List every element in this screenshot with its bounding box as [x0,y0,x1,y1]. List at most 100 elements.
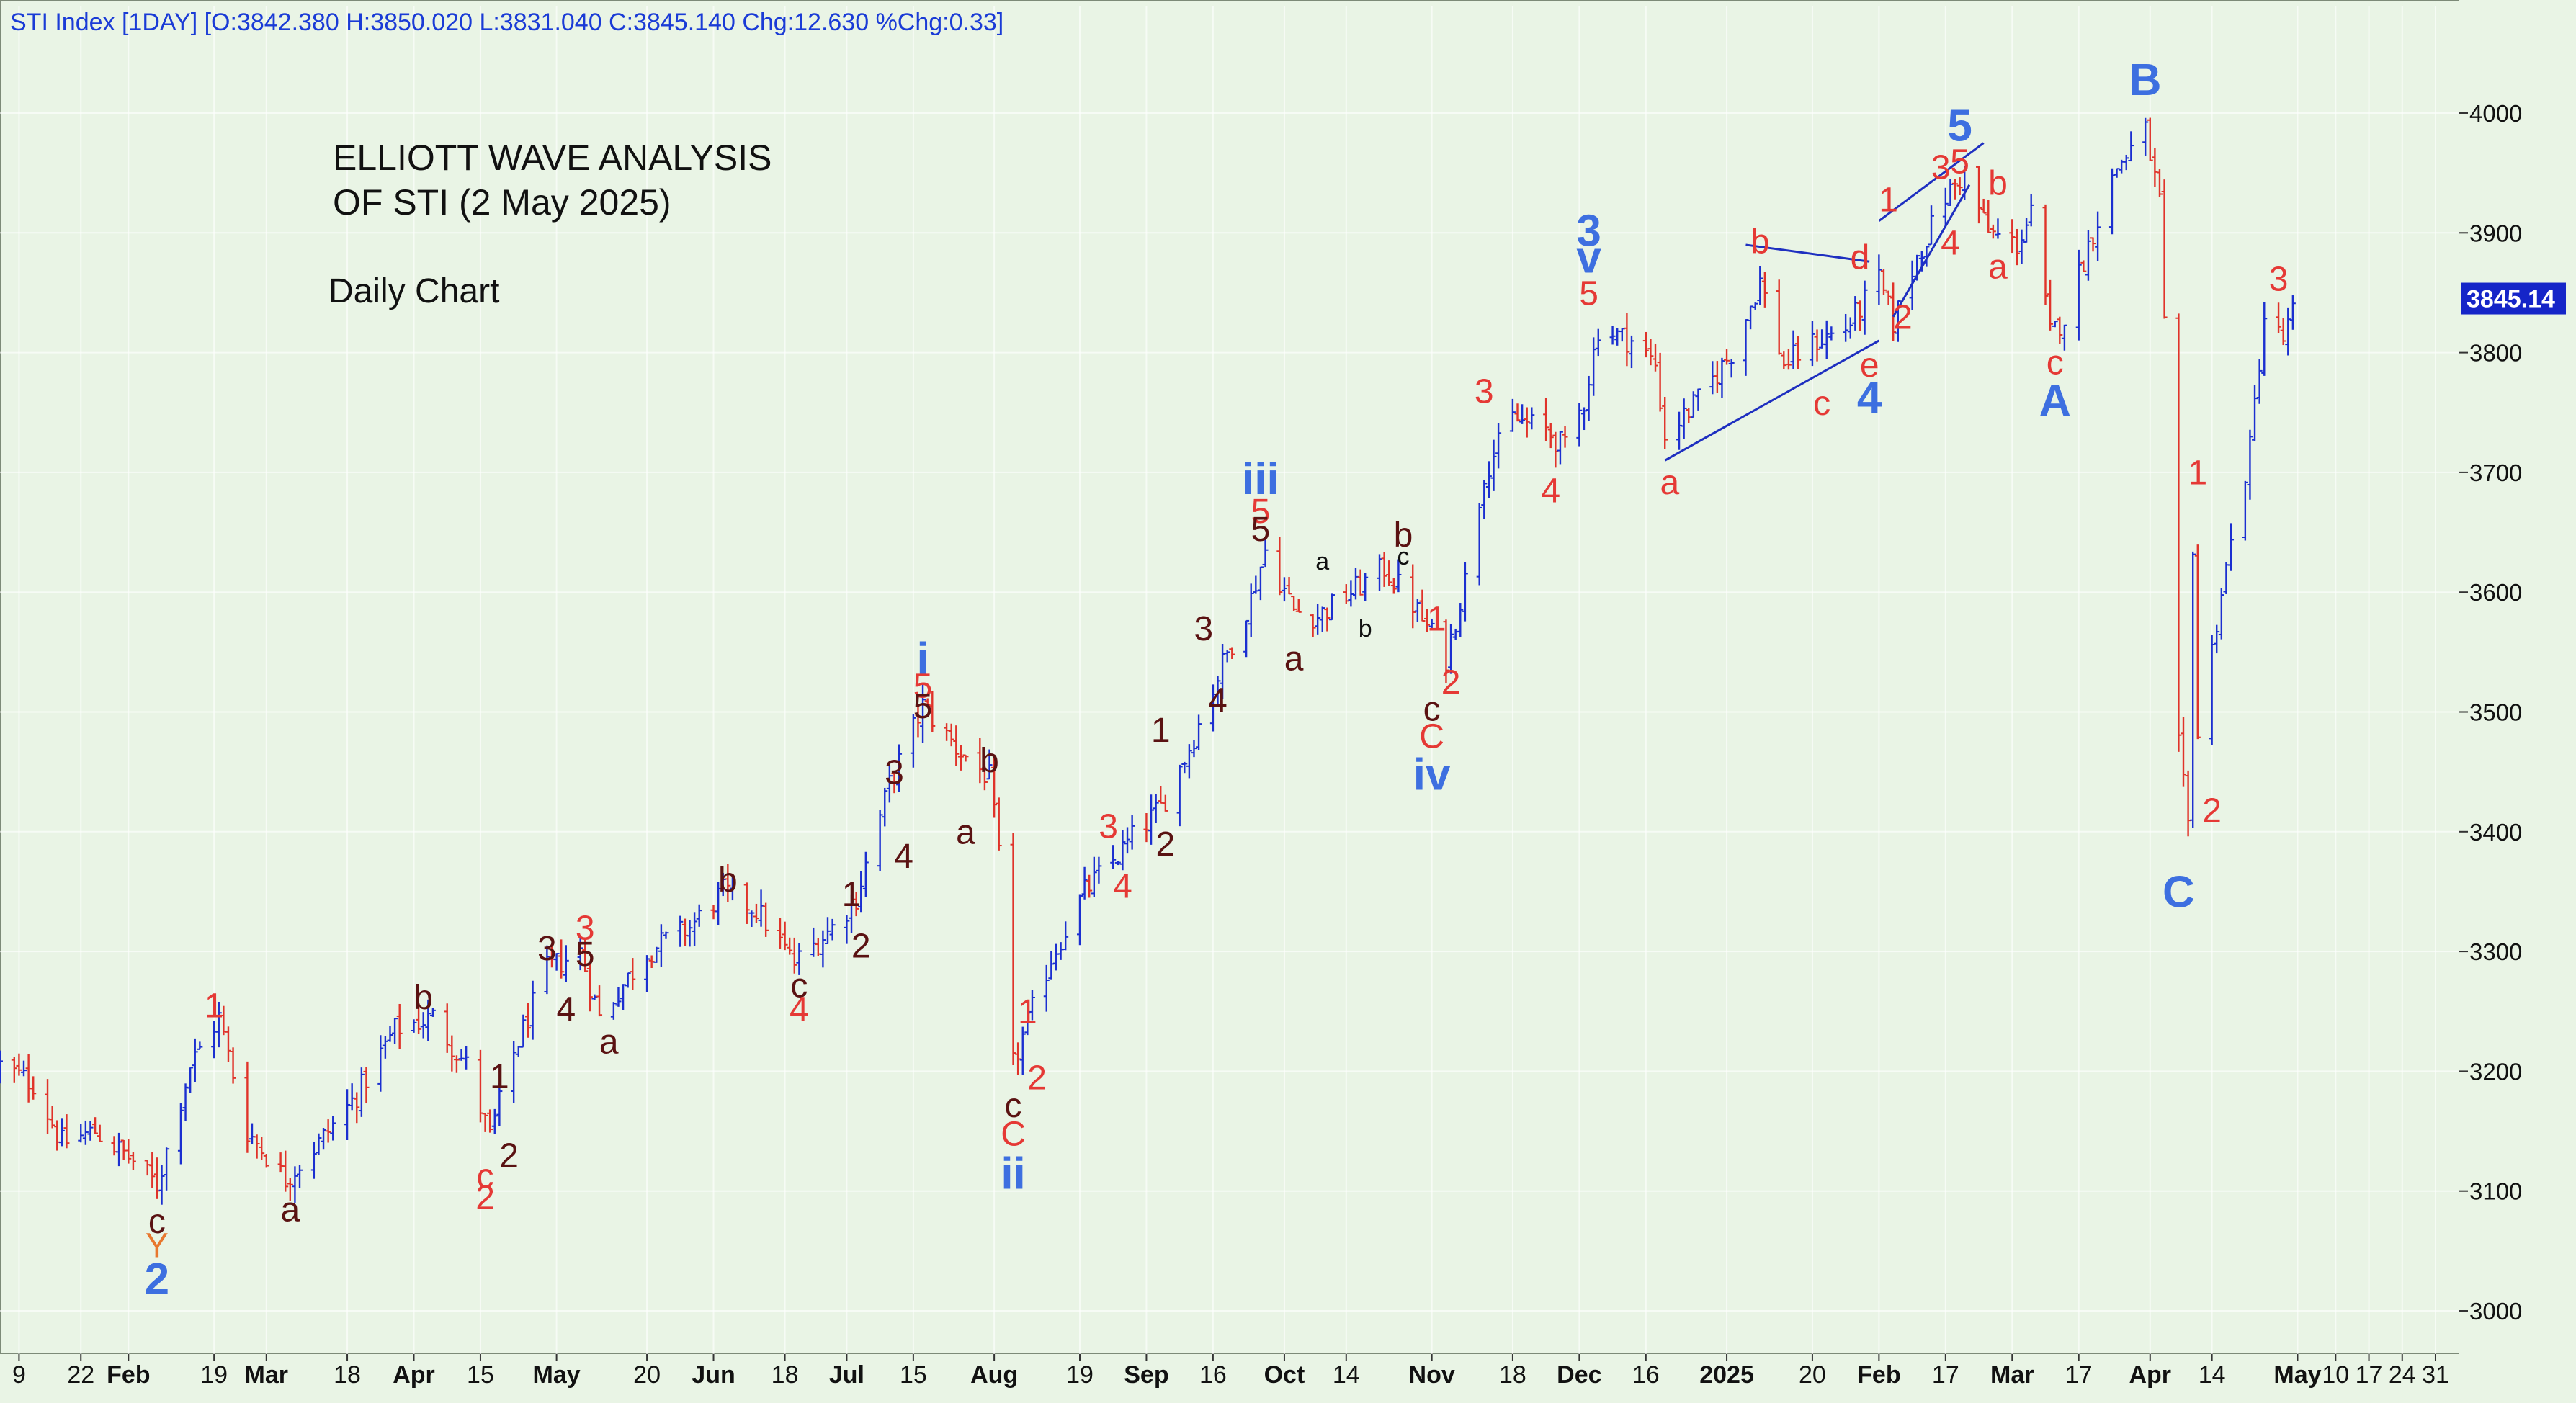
wave-label: 1 [1879,181,1898,220]
wave-label: 4 [1113,867,1132,905]
wave-label: iii [1242,454,1279,504]
wave-label: 3 [1931,149,1951,187]
wave-label: iv [1413,750,1451,800]
wave-label: b [980,742,999,780]
wave-label: 4 [1541,472,1560,511]
time-tick-label: Oct [1264,1361,1305,1389]
time-tick-label: Mar [1990,1361,2034,1389]
wave-label: a [1315,548,1329,575]
wave-label: 2 [1156,825,1176,864]
wave-label: 2 [1027,1059,1047,1098]
wave-label: a [1660,464,1679,502]
wave-label: C [2163,868,2195,918]
time-tick-label: 22 [67,1361,94,1389]
time-tick-label: Jul [829,1361,864,1389]
price-tick-label: 4000 [2469,100,2522,127]
wave-label: Y [146,1227,169,1265]
wave-label: 1 [2188,454,2207,493]
wave-label: b [1394,516,1413,555]
wave-label: a [599,1023,619,1062]
wave-label: c [1423,690,1441,728]
wave-label: c [148,1203,166,1241]
wave-label: 3 [2269,260,2289,298]
chart-annotation-title-line2: OF STI (2 May 2025) [333,182,671,223]
time-tick-label: 19 [200,1361,228,1389]
time-tick-label: Sep [1124,1361,1168,1389]
wave-label: c [477,1157,494,1196]
wave-labels: Yc21abc2123435abc41234i55ba12cCii342134i… [145,55,2289,1304]
wave-label: 4 [790,991,809,1029]
ohlc-bars [0,117,2296,1205]
wave-label: C [1419,718,1444,756]
wave-label: a [1284,640,1304,678]
wave-label: a [280,1191,300,1229]
wave-label: c [2047,344,2064,382]
wave-label: 1 [205,987,224,1026]
wave-label: 1 [1151,712,1171,750]
wave-label: 2 [499,1137,519,1175]
price-tick-label: 3100 [2469,1178,2522,1205]
wave-label: 5 [1579,274,1598,313]
time-tick-label: 20 [633,1361,661,1389]
wave-label: c [790,967,808,1005]
wave-label: c [1005,1087,1022,1125]
wave-label: 3 [537,930,557,968]
time-tick-label: 15 [467,1361,494,1389]
wave-label: 5 [1950,143,1969,181]
wave-label: 3 [885,753,904,792]
wave-label: c [1813,385,1830,423]
time-tick-label: 24 [2389,1361,2416,1389]
wave-label: a [1988,248,2008,287]
time-tick-label: 20 [1799,1361,1826,1389]
wave-label: 4 [1941,224,1960,262]
time-tick-label: 31 [2422,1361,2449,1389]
price-tick-label: 3600 [2469,579,2522,606]
wave-label: 5 [1947,101,1972,151]
chart-annotation-title-line1: ELLIOTT WAVE ANALYSIS [333,138,772,178]
time-tick-label: 10 [2322,1361,2349,1389]
wave-label: 1 [490,1058,509,1096]
wave-label: ii [1001,1149,1025,1198]
time-tick-label: Jun [692,1361,735,1389]
price-tick-label: 3900 [2469,220,2522,246]
price-tick-label: 3800 [2469,340,2522,367]
wave-label: 2 [2202,792,2222,830]
wave-label: 4 [894,838,913,876]
wave-label: 4 [1208,682,1227,720]
wave-label: 4 [556,991,576,1029]
wave-label: 3 [1576,207,1601,256]
price-tick-label: 3500 [2469,699,2522,726]
price-axis: 3000 3100 3200 3300 3400 3500 3600 3700 3800 3900… [2459,100,2522,1324]
wave-label: 5 [913,688,933,726]
time-tick-label: Apr [393,1361,435,1389]
time-tick-label: 2025 [1699,1361,1754,1389]
time-tick-label: Feb [107,1361,150,1389]
time-axis-background [0,1354,2459,1403]
wave-label: A [2039,377,2071,426]
wave-label: 5 [1251,493,1271,531]
wave-label: v [1576,233,1601,282]
price-tick-label: 3200 [2469,1058,2522,1085]
price-tick-label: 3700 [2469,460,2522,486]
time-tick-label: 15 [900,1361,927,1389]
wave-label: b [413,979,433,1017]
plot-background [0,0,2460,1355]
wave-label: 3 [1099,807,1118,846]
time-tick-label: 17 [2356,1361,2383,1389]
wave-label: 5 [1251,511,1271,549]
time-tick-label: Nov [1409,1361,1455,1389]
last-price-value: 3845.14 [2467,286,2555,313]
time-tick-label: Mar [245,1361,288,1389]
wave-label: 3 [576,910,595,948]
wave-trendline [1664,339,1880,462]
time-axis: 9 22 Feb 19 Mar 18 Apr 15 May 20 Jun 18 Jul 15 Aug 19 Se… [12,1354,2449,1389]
wave-label: c [1397,543,1410,570]
time-tick-label: 14 [2199,1361,2226,1389]
time-tick-label: 18 [334,1361,361,1389]
time-tick-label: 18 [772,1361,799,1389]
time-tick-label: May [533,1361,581,1389]
wave-label: d [1851,238,1870,277]
wave-label: b [1988,164,2008,202]
time-tick-label: 19 [1066,1361,1094,1389]
